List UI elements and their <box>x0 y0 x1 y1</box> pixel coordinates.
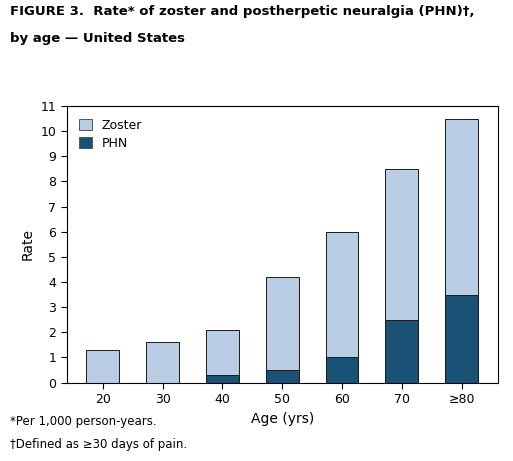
Bar <box>146 343 179 383</box>
Bar <box>326 232 359 383</box>
Text: *Per 1,000 person-years.: *Per 1,000 person-years. <box>10 415 157 428</box>
Bar <box>326 357 359 383</box>
Bar <box>445 118 478 383</box>
Bar <box>86 350 119 383</box>
Bar <box>385 169 418 383</box>
Text: by age — United States: by age — United States <box>10 32 185 45</box>
Text: FIGURE 3.  Rate* of zoster and postherpetic neuralgia (PHN)†,: FIGURE 3. Rate* of zoster and postherpet… <box>10 5 475 18</box>
Bar <box>385 320 418 383</box>
Legend: Zoster, PHN: Zoster, PHN <box>73 112 148 156</box>
Y-axis label: Rate: Rate <box>21 228 35 260</box>
Bar <box>445 295 478 383</box>
Bar <box>266 277 299 383</box>
Bar <box>266 370 299 383</box>
Text: †Defined as ≥30 days of pain.: †Defined as ≥30 days of pain. <box>10 438 187 451</box>
Bar <box>206 330 239 383</box>
Bar <box>206 375 239 383</box>
X-axis label: Age (yrs): Age (yrs) <box>250 412 314 426</box>
